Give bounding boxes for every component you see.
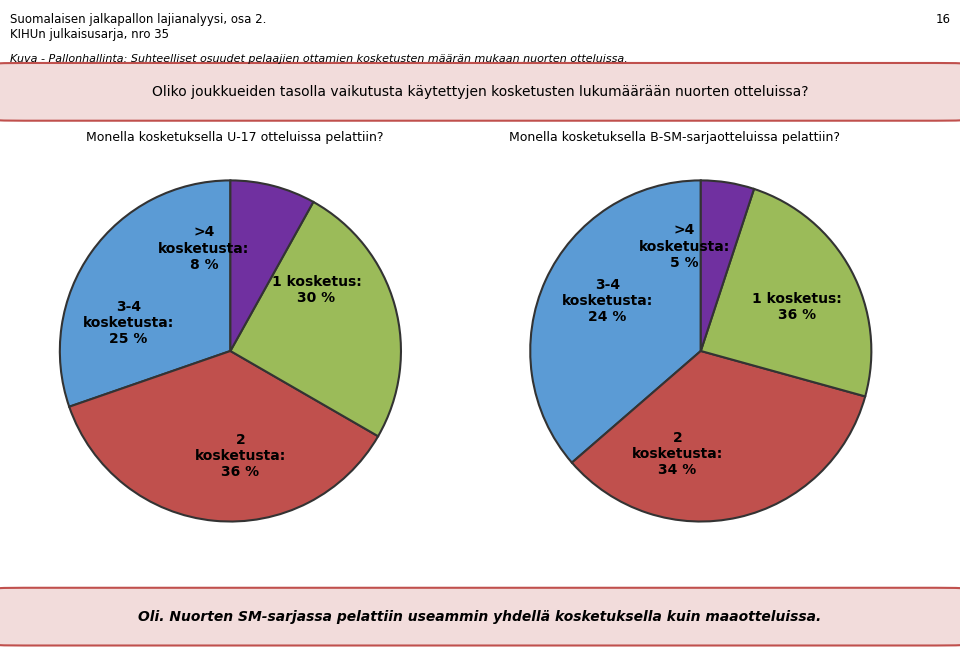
Text: Suomalaisen jalkapallon lajianalyysi, osa 2.: Suomalaisen jalkapallon lajianalyysi, os…: [10, 13, 266, 26]
Wedge shape: [69, 351, 378, 522]
FancyBboxPatch shape: [0, 63, 960, 121]
Wedge shape: [572, 351, 865, 522]
Text: 2
kosketusta:
34 %: 2 kosketusta: 34 %: [632, 431, 723, 478]
Text: Oliko joukkueiden tasolla vaikutusta käytettyjen kosketusten lukumäärään nuorten: Oliko joukkueiden tasolla vaikutusta käy…: [152, 85, 808, 99]
Text: Monella kosketuksella B-SM-sarjaotteluissa pelattiin?: Monella kosketuksella B-SM-sarjaotteluis…: [509, 131, 840, 144]
Text: >4
kosketusta:
5 %: >4 kosketusta: 5 %: [638, 223, 730, 270]
Text: 1 kosketus:
30 %: 1 kosketus: 30 %: [272, 274, 361, 305]
Wedge shape: [530, 180, 701, 462]
Wedge shape: [230, 202, 401, 436]
FancyBboxPatch shape: [0, 588, 960, 646]
Text: 16: 16: [935, 13, 950, 26]
Text: >4
kosketusta:
8 %: >4 kosketusta: 8 %: [158, 226, 250, 272]
Text: 1 kosketus:
36 %: 1 kosketus: 36 %: [752, 292, 842, 322]
Text: 2
kosketusta:
36 %: 2 kosketusta: 36 %: [195, 433, 286, 480]
Wedge shape: [230, 180, 313, 351]
Text: 3-4
kosketusta:
25 %: 3-4 kosketusta: 25 %: [83, 300, 174, 346]
Wedge shape: [60, 180, 230, 407]
Text: Kuva - Pallonhallinta: Suhteelliset osuudet pelaajien ottamien kosketusten määrä: Kuva - Pallonhallinta: Suhteelliset osuu…: [10, 54, 627, 64]
Text: KIHUn julkaisusarja, nro 35: KIHUn julkaisusarja, nro 35: [10, 28, 169, 41]
Text: Monella kosketuksella U-17 otteluissa pelattiin?: Monella kosketuksella U-17 otteluissa pe…: [86, 131, 384, 144]
Wedge shape: [701, 180, 754, 351]
Text: 3-4
kosketusta:
24 %: 3-4 kosketusta: 24 %: [562, 278, 653, 324]
Text: Oli. Nuorten SM-sarjassa pelattiin useammin yhdellä kosketuksella kuin maaottelu: Oli. Nuorten SM-sarjassa pelattiin useam…: [138, 609, 822, 624]
Wedge shape: [701, 189, 872, 396]
